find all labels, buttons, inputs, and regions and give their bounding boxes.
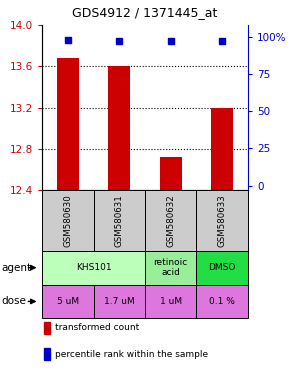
Bar xyxy=(108,66,130,190)
Text: dose: dose xyxy=(1,296,26,306)
Text: GSM580630: GSM580630 xyxy=(63,194,72,247)
Bar xyxy=(160,157,182,190)
Text: KHS101: KHS101 xyxy=(76,263,111,272)
Text: agent: agent xyxy=(1,263,32,273)
Text: percentile rank within the sample: percentile rank within the sample xyxy=(55,349,208,359)
Text: GSM580632: GSM580632 xyxy=(166,194,175,247)
Text: 1 uM: 1 uM xyxy=(160,297,182,306)
Text: 0.1 %: 0.1 % xyxy=(209,297,235,306)
Text: DMSO: DMSO xyxy=(209,263,236,272)
Text: GSM580633: GSM580633 xyxy=(218,194,227,247)
Text: transformed count: transformed count xyxy=(55,323,139,333)
Text: 1.7 uM: 1.7 uM xyxy=(104,297,135,306)
Bar xyxy=(211,108,233,190)
Text: GSM580631: GSM580631 xyxy=(115,194,124,247)
Text: GDS4912 / 1371445_at: GDS4912 / 1371445_at xyxy=(72,6,218,19)
Text: retinoic
acid: retinoic acid xyxy=(154,258,188,277)
Bar xyxy=(57,58,79,190)
Text: 5 uM: 5 uM xyxy=(57,297,79,306)
